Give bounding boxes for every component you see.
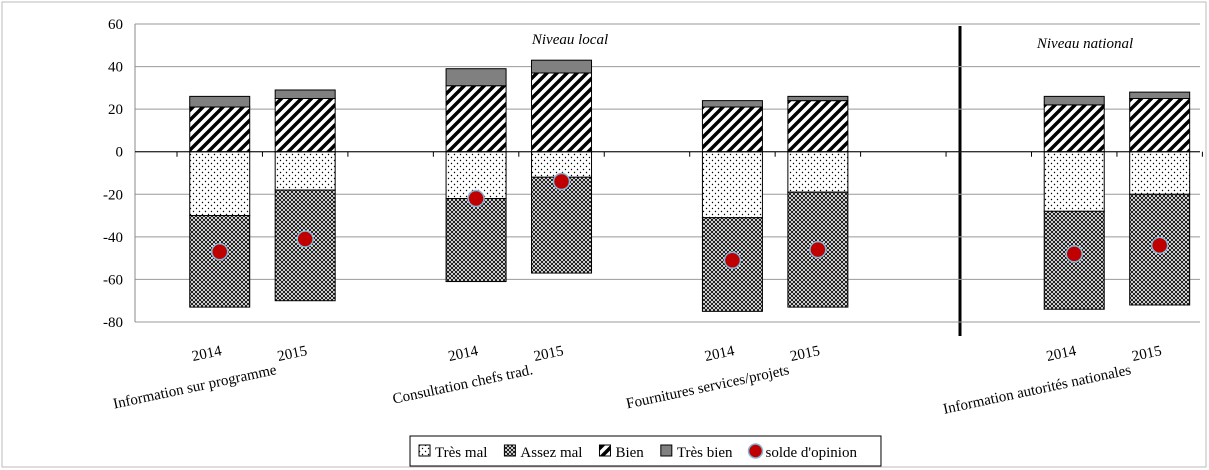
bar-segment (445, 85, 507, 153)
y-tick-label: 60 (108, 17, 123, 33)
opinion-marker (1150, 236, 1169, 255)
x-tick-label: 2015 (276, 343, 309, 365)
bar-segment (189, 106, 251, 153)
bar-segment (445, 198, 507, 283)
legend-swatch (503, 444, 516, 457)
bar-segment (701, 106, 763, 153)
opinion-marker (467, 189, 485, 208)
legend: Très mal Assez mal Bien Très bien solde d'op… (409, 435, 882, 467)
x-tick-label: 2015 (532, 343, 565, 365)
legend-label: Très mal (435, 445, 487, 461)
bar-segment (701, 151, 763, 219)
legend-item: Bien (598, 444, 644, 461)
bar-segment (701, 100, 763, 108)
bar-segment (189, 95, 251, 108)
legend-swatch (598, 444, 611, 457)
legend-item: Très mal (418, 444, 487, 461)
bar-segment (787, 95, 849, 102)
group-label: Consultation chefs trad. (391, 362, 534, 407)
legend-frame (409, 435, 882, 467)
bar-segment (531, 176, 593, 274)
bar-segment (1129, 91, 1191, 100)
opinion-marker (1065, 245, 1083, 263)
y-tick-label: -40 (103, 230, 123, 246)
annotation: Niveau local (531, 32, 608, 48)
bar-segment (445, 68, 507, 87)
legend-item: Assez mal (503, 444, 582, 461)
group-label: Information sur programme (112, 362, 279, 412)
group-label: Fournitures services/projets (625, 362, 791, 412)
legend-item: Très bien (660, 444, 733, 461)
x-tick-label: 2014 (703, 343, 736, 365)
bar-segment (1043, 104, 1105, 153)
group-label: Information autorités nationales (942, 362, 1133, 418)
bar-segment (787, 100, 849, 153)
bar-segment (787, 151, 849, 193)
legend-label: Très bien (677, 445, 733, 461)
y-tick-label: -60 (103, 272, 123, 288)
legend-item: solde d'opinion (747, 443, 858, 461)
bar-segment (274, 151, 336, 191)
opinion-marker (210, 243, 229, 261)
y-tick-label: 0 (116, 145, 124, 161)
bar-segment (1129, 98, 1191, 153)
bar-segment (274, 89, 336, 100)
bar-segment (1043, 151, 1105, 212)
x-tick-label: 2014 (447, 343, 480, 365)
bar-segment (531, 72, 593, 153)
opinion-marker (296, 230, 314, 248)
bar-segment (189, 151, 251, 217)
bar-segment (531, 59, 593, 74)
y-tick-label: -20 (103, 187, 123, 203)
bar-segment (274, 98, 336, 153)
bar-segment (1043, 95, 1105, 106)
x-tick-label: 2014 (191, 343, 224, 365)
bar-segment (189, 215, 251, 308)
legend-swatch (660, 444, 673, 457)
x-tick-label: 2015 (1131, 343, 1164, 365)
x-tick-label: 2014 (1045, 343, 1078, 365)
annotation: Niveau national (1036, 36, 1133, 52)
bar-segment (1129, 151, 1191, 195)
y-tick-label: -80 (103, 315, 123, 331)
x-tick-label: 2015 (789, 343, 822, 365)
opinion-marker (552, 172, 571, 191)
legend-label: Assez mal (520, 445, 582, 461)
opinion-marker (723, 251, 742, 270)
legend-label: Bien (615, 445, 644, 461)
legend-swatch (418, 444, 431, 457)
legend-swatch (747, 443, 764, 459)
opinion-marker (809, 240, 827, 259)
y-tick-label: 20 (108, 102, 123, 118)
legend-label: solde d'opinion (766, 445, 858, 461)
y-tick-label: 40 (108, 60, 123, 76)
